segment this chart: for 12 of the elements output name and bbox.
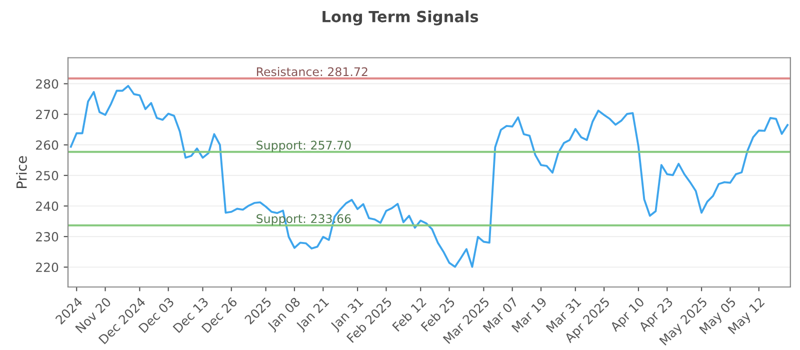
y-tick-label: 280 <box>36 79 58 89</box>
chart-title: Long Term Signals <box>322 10 478 26</box>
y-tick-label: 260 <box>36 140 58 150</box>
y-tick-label: 250 <box>36 170 58 180</box>
ref-line-label: Resistance: 281.72 <box>256 67 368 76</box>
line-series <box>70 84 789 268</box>
y-tick-label: 240 <box>36 201 58 211</box>
ref-line-label: Support: 257.70 <box>256 140 351 152</box>
y-tick-label: 270 <box>36 110 58 120</box>
y-tick-label: 220 <box>36 262 58 272</box>
y-axis-title: Price <box>16 156 27 188</box>
y-tick-label: 230 <box>36 232 58 242</box>
